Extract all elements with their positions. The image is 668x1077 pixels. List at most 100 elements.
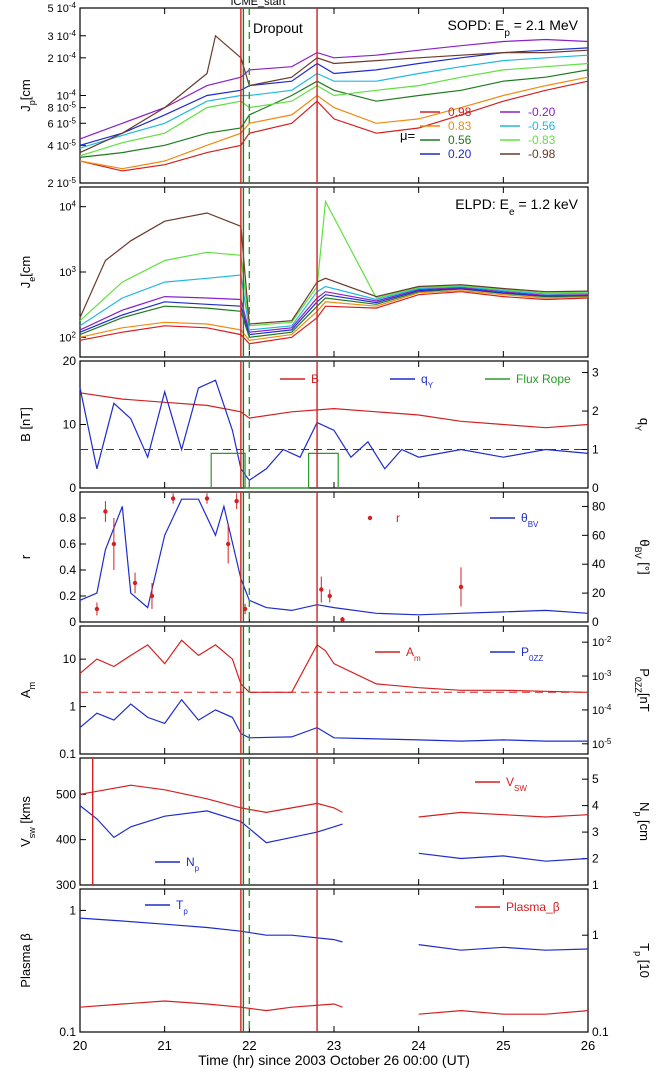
legend-title: μ=: [400, 128, 415, 143]
data-point: [149, 593, 155, 599]
y-tick-label: 0.1: [59, 1025, 76, 1039]
legend-label: VSW: [506, 775, 527, 793]
data-point: [103, 509, 108, 514]
data-point: [458, 584, 464, 590]
y-tick-right-label: 4: [592, 799, 599, 813]
y-tick-label: 104: [59, 199, 76, 214]
y-tick-label: 20: [63, 354, 77, 368]
series-line: [79, 917, 343, 943]
y-tick-label: 3 10-4: [47, 28, 76, 43]
legend-label: -0.20: [528, 105, 556, 119]
y-tick-label: 2 10-4: [47, 50, 76, 64]
y-axis-right-title: Tp [10: [633, 943, 652, 978]
panel-b_field: 0 10 20 0 1 2 3 B [nT]: [18, 354, 599, 495]
series-line: [79, 76, 589, 170]
series-line: [79, 392, 589, 429]
legend-label: 0.56: [448, 133, 472, 147]
y-tick-right-label: 10-5: [592, 736, 612, 751]
y-tick-right-label: 1: [592, 878, 599, 892]
y-tick-label: 6 10-5: [47, 116, 76, 131]
y-tick-right-label: 0.1: [592, 1025, 609, 1039]
x-tick-label: 24: [411, 1038, 425, 1053]
data-point: [340, 617, 345, 622]
y-tick-right-label: 10-4: [592, 702, 612, 717]
panel-elpd: 102 103 104: [59, 186, 589, 358]
y-tick-label: 500: [56, 787, 76, 801]
y-tick-label: 10: [63, 652, 77, 666]
data-point: [94, 606, 100, 612]
x-tick-label: 25: [496, 1038, 510, 1053]
series-line: [79, 199, 589, 327]
y-tick-label: 400: [56, 833, 76, 847]
y-axis-title: B [nT]: [18, 407, 33, 442]
y-axis-title: Je[cm: [18, 256, 37, 288]
y-tick-label: 0: [69, 481, 76, 495]
series-line: [79, 639, 589, 693]
y-axis-title: Jp[cm: [18, 79, 37, 111]
series-line: [418, 811, 589, 818]
x-tick-label: 23: [327, 1038, 341, 1053]
x-axis-title: Time (hr) since 2003 October 26 00:00 (U…: [198, 1052, 470, 1068]
y-tick-label: 0.4: [59, 563, 76, 577]
y-axis-right-title: qY: [633, 418, 652, 431]
series-line: [418, 852, 589, 862]
legend-label: θBV: [521, 511, 539, 529]
legend-label: Np: [186, 855, 200, 873]
legend-label: 0.83: [448, 119, 472, 133]
y-axis-title: r: [18, 554, 33, 559]
legend-label: Plasma_β: [506, 900, 560, 914]
panel-r_theta: 0 0.2 0.4 0.6 0.8 0 20 40 60 80 r: [18, 491, 606, 629]
y-tick-label: 10: [63, 418, 77, 432]
legend-swatch: [367, 515, 373, 521]
y-tick-label: 1: [69, 903, 76, 917]
series-line: [79, 805, 343, 844]
legend-label: Am: [406, 645, 421, 663]
y-tick-label: 103: [59, 265, 76, 280]
x-tick-label: 20: [73, 1038, 87, 1053]
y-tick-right-label: 3: [592, 825, 599, 839]
y-tick-right-label: 0: [592, 615, 599, 629]
legend-label: Flux Rope: [516, 372, 571, 386]
y-tick-right-label: 5: [592, 772, 599, 786]
data-point: [234, 498, 239, 504]
y-tick-label: 4 10-5: [47, 138, 76, 153]
y-axis-title: Am: [18, 682, 37, 698]
y-tick-right-label: 0: [592, 481, 599, 495]
y-axis-right-title: Np [cm: [633, 802, 652, 841]
series-line: [79, 498, 589, 616]
y-tick-right-label: 1: [592, 928, 599, 942]
series-line: [79, 69, 589, 158]
y-tick-label: 0.1: [59, 747, 76, 761]
series-line: [79, 784, 343, 814]
legend-label: P0ZZ: [521, 645, 543, 663]
series-line: [79, 1000, 343, 1012]
y-axis-right-title: P0ZZ[nT: [633, 668, 652, 712]
panel-beta_tp: 0.1 1 0.1 1 Plasma β: [18, 888, 609, 1039]
data-point: [327, 593, 332, 599]
x-tick-label: 21: [157, 1038, 171, 1053]
panel-frame: [79, 491, 589, 623]
data-point: [111, 541, 117, 547]
data-point: [319, 587, 324, 592]
legend-label: 0.98: [448, 105, 472, 119]
y-tick-label: 5 10-4: [47, 1, 76, 16]
legend-label: Tp: [176, 898, 188, 916]
panel-am_power: 0.1 1 10 10-5 10-4 10-3 10-2: [59, 625, 612, 761]
series-line: [79, 289, 589, 341]
y-axis-title: Vsw [kms: [18, 796, 37, 847]
y-tick-right-label: 80: [592, 499, 606, 513]
data-point: [225, 541, 231, 547]
icme-start-label: ICME_start: [230, 0, 285, 8]
data-point: [170, 496, 176, 501]
x-tick-label: 22: [242, 1038, 256, 1053]
y-tick-label: 0: [69, 615, 76, 629]
y-tick-label: 0.2: [59, 589, 76, 603]
series-line: [79, 38, 589, 140]
y-tick-right-label: 3: [592, 366, 599, 380]
legend-label: r: [396, 511, 400, 525]
legend-label: -0.56: [528, 119, 556, 133]
x-tick-label: 26: [581, 1038, 595, 1053]
legend-label: B: [311, 372, 319, 386]
series-line: [79, 47, 589, 146]
